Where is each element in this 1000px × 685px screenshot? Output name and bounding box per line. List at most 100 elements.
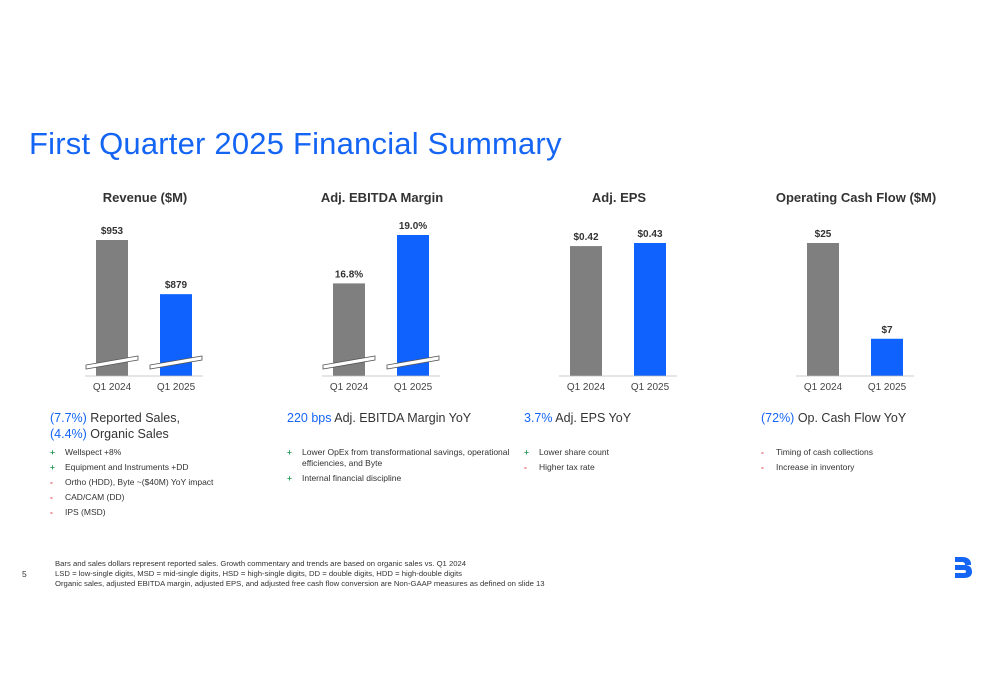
yoy-text: Organic Sales — [86, 427, 169, 441]
ebitda-panel: Adj. EBITDA Margin 16.8% Q1 2024 19.0% Q1 2… — [287, 185, 527, 545]
x-tick-label: Q1 2024 — [804, 382, 843, 393]
footnote-line: LSD = low-single digits, MSD = mid-singl… — [55, 569, 462, 578]
bullet-text: CAD/CAM (DD) — [65, 492, 125, 502]
plus-icon: + — [50, 462, 55, 472]
ebitda-yoy: 220 bps Adj. EBITDA Margin YoY — [287, 410, 527, 426]
revenue-bullets: + Wellspect +8% + Equipment and Instruments… — [50, 447, 290, 522]
bar-value-label: $0.43 — [637, 229, 662, 240]
yoy-text: Adj. EPS YoY — [552, 411, 632, 425]
yoy-highlight: 220 bps — [287, 411, 332, 425]
x-tick-label: Q1 2024 — [93, 382, 132, 393]
plus-icon: + — [287, 473, 292, 483]
bullet-item: - Higher tax rate — [524, 462, 764, 473]
yoy-highlight: 3.7% — [524, 411, 553, 425]
bullet-item: - Timing of cash collections — [761, 447, 1000, 458]
ebitda-bullets: + Lower OpEx from transformational saving… — [287, 447, 527, 488]
bullet-item: + Lower share count — [524, 447, 764, 458]
bullet-text: Timing of cash collections — [776, 447, 874, 457]
axis-break-mark — [149, 355, 203, 370]
yoy-text: Adj. EBITDA Margin YoY — [331, 411, 472, 425]
bullet-text: Internal financial discipline — [302, 473, 402, 483]
bar-value-label: 19.0% — [399, 221, 427, 232]
bullet-item: + Wellspect +8% — [50, 447, 290, 458]
revenue-chart: $953 Q1 2024 $879 Q1 2025 — [85, 226, 203, 393]
bar-value-label: $879 — [165, 280, 188, 291]
yoy-line: (7.7%) Reported Sales, — [50, 410, 290, 426]
bar — [397, 235, 429, 376]
bar-value-label: 16.8% — [335, 269, 363, 280]
cashflow-chart: $25 Q1 2024 $7 Q1 2025 — [796, 229, 914, 393]
bullet-item: + Lower OpEx from transformational saving… — [287, 447, 527, 469]
x-tick-label: Q1 2024 — [567, 382, 606, 393]
revenue-panel-title: Revenue ($M) — [102, 190, 188, 205]
minus-icon: - — [50, 492, 53, 502]
eps-panel: Adj. EPS $0.42 Q1 2024 $0.43 Q1 2025 3.7% A… — [524, 185, 764, 545]
bullet-text: Lower OpEx from transformational savings… — [302, 447, 510, 468]
minus-icon: - — [50, 507, 53, 517]
bullet-text: Higher tax rate — [539, 462, 595, 472]
bullet-item: - Ortho (HDD), Byte ~($40M) YoY impact — [50, 477, 290, 488]
bullet-item: + Internal financial discipline — [287, 473, 527, 484]
bullet-item: - IPS (MSD) — [50, 507, 290, 518]
eps-chart: $0.42 Q1 2024 $0.43 Q1 2025 — [559, 229, 677, 393]
revenue-panel: Revenue ($M) $953 Q1 2024 $879 Q1 2025 (7.7… — [50, 185, 290, 545]
bar — [807, 243, 839, 376]
cashflow-yoy: (72%) Op. Cash Flow YoY — [761, 410, 1000, 426]
bullet-text: Increase in inventory — [776, 462, 855, 472]
bullet-item: - CAD/CAM (DD) — [50, 492, 290, 503]
yoy-highlight: (4.4%) — [50, 427, 87, 441]
bar — [871, 338, 903, 376]
footnote-line: Bars and sales dollars represent reporte… — [55, 559, 467, 568]
footnotes: Bars and sales dollars represent reporte… — [55, 559, 675, 589]
minus-icon: - — [761, 462, 764, 472]
plus-icon: + — [524, 447, 529, 457]
minus-icon: - — [524, 462, 527, 472]
minus-icon: - — [761, 447, 764, 457]
yoy-line: 3.7% Adj. EPS YoY — [524, 410, 764, 426]
cashflow-panel: Operating Cash Flow ($M) $25 Q1 2024 $7 Q1 … — [761, 185, 1000, 545]
yoy-highlight: (72%) — [761, 411, 795, 425]
bar-value-label: $0.42 — [573, 232, 598, 243]
revenue-yoy: (7.7%) Reported Sales, (4.4%) Organic Sal… — [50, 410, 290, 442]
x-tick-label: Q1 2024 — [330, 382, 369, 393]
company-logo — [955, 557, 972, 578]
x-tick-label: Q1 2025 — [868, 382, 907, 393]
yoy-line: 220 bps Adj. EBITDA Margin YoY — [287, 410, 527, 426]
x-tick-label: Q1 2025 — [157, 382, 196, 393]
yoy-highlight: (7.7%) — [50, 411, 87, 425]
cashflow-bullets: - Timing of cash collections - Increase in … — [761, 447, 1000, 477]
bullet-text: Ortho (HDD), Byte ~($40M) YoY impact — [65, 477, 214, 487]
bar — [96, 240, 128, 376]
eps-yoy: 3.7% Adj. EPS YoY — [524, 410, 764, 426]
bullet-text: Lower share count — [539, 447, 609, 457]
footnote-line: Organic sales, adjusted EBITDA margin, a… — [55, 579, 545, 588]
bar — [634, 243, 666, 376]
axis-break-mark — [85, 355, 139, 370]
eps-bullets: + Lower share count - Higher tax rate — [524, 447, 764, 477]
bullet-item: + Equipment and Instruments +DD — [50, 462, 290, 473]
x-tick-label: Q1 2025 — [394, 382, 433, 393]
plus-icon: + — [287, 447, 292, 457]
bullet-text: Equipment and Instruments +DD — [65, 462, 189, 472]
bar — [570, 246, 602, 376]
x-tick-label: Q1 2025 — [631, 382, 670, 393]
bar-value-label: $25 — [815, 229, 832, 240]
bullet-text: IPS (MSD) — [65, 507, 106, 517]
page-title: First Quarter 2025 Financial Summary — [29, 126, 562, 161]
bullet-item: - Increase in inventory — [761, 462, 1000, 473]
plus-icon: + — [50, 447, 55, 457]
bar-value-label: $953 — [101, 226, 124, 237]
ebitda-chart: 16.8% Q1 2024 19.0% Q1 2025 — [322, 221, 440, 393]
eps-panel-title: Adj. EPS — [591, 190, 647, 205]
bar-value-label: $7 — [881, 325, 893, 336]
yoy-line: (4.4%) Organic Sales — [50, 426, 290, 442]
page-number: 5 — [22, 569, 27, 579]
ebitda-panel-title: Adj. EBITDA Margin — [320, 190, 444, 205]
yoy-line: (72%) Op. Cash Flow YoY — [761, 410, 1000, 426]
cashflow-panel-title: Operating Cash Flow ($M) — [775, 190, 937, 205]
axis-break-mark — [322, 355, 376, 370]
yoy-text: Op. Cash Flow YoY — [794, 411, 907, 425]
bullet-text: Wellspect +8% — [65, 447, 122, 457]
minus-icon: - — [50, 477, 53, 487]
axis-break-mark — [386, 355, 440, 370]
